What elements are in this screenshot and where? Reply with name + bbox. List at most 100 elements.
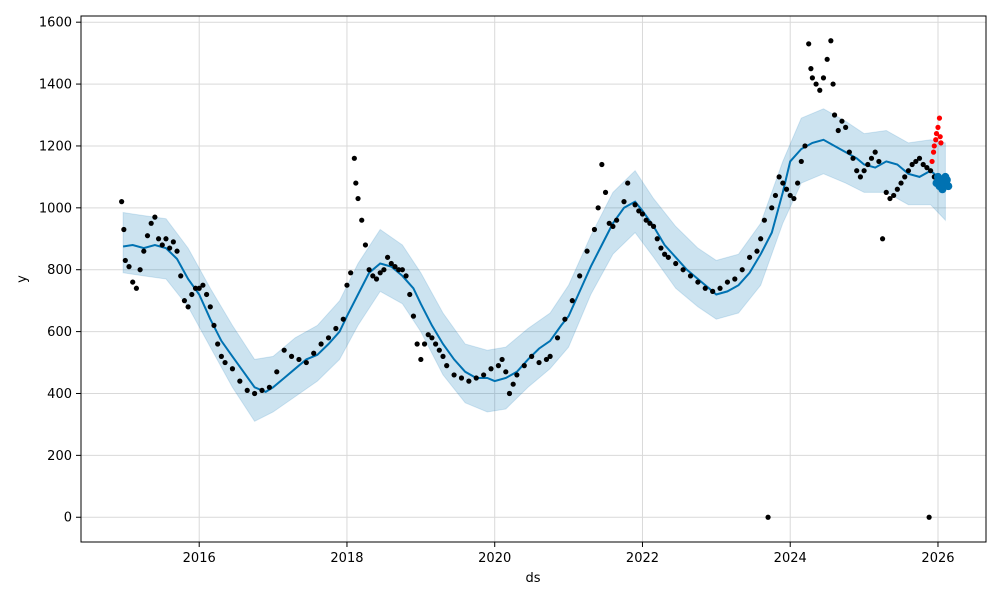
y-tick-label: 1000 (39, 201, 72, 216)
y-tick-label: 0 (64, 511, 72, 526)
highlight-point (930, 149, 937, 155)
data-point (370, 273, 376, 279)
data-point (418, 356, 424, 363)
data-point (724, 279, 731, 285)
data-point (451, 372, 457, 378)
data-point (266, 384, 272, 390)
data-point (916, 155, 923, 161)
data-point (898, 180, 904, 186)
data-point (506, 390, 513, 397)
data-point (843, 124, 849, 130)
data-point (758, 236, 764, 242)
data-point (650, 223, 657, 229)
data-point (237, 378, 243, 384)
data-point (392, 264, 398, 270)
data-point (854, 168, 860, 174)
x-tick-label: 2020 (478, 551, 511, 566)
data-point (887, 195, 893, 202)
data-point (303, 359, 309, 366)
data-point (647, 220, 653, 226)
data-point (791, 195, 797, 202)
data-point (178, 273, 184, 279)
highlight-point (933, 130, 940, 137)
data-point (732, 276, 738, 282)
data-point (274, 369, 280, 375)
data-point (325, 335, 332, 341)
data-point (894, 186, 900, 192)
data-point (218, 353, 224, 359)
data-point (514, 372, 520, 378)
data-point (388, 260, 394, 267)
data-point (809, 75, 815, 81)
x-tick-label: 2016 (183, 551, 216, 566)
data-point (595, 205, 601, 211)
data-point (636, 208, 642, 214)
data-point (152, 214, 158, 220)
forecast-tail-points (932, 172, 953, 194)
data-point (137, 267, 143, 273)
data-point (739, 267, 745, 273)
data-point (155, 236, 162, 242)
forecast-line (122, 138, 946, 394)
data-point (510, 381, 516, 387)
highlight-point (933, 137, 939, 143)
data-point (410, 313, 417, 319)
data-point (591, 226, 598, 233)
data-point (602, 189, 609, 195)
data-point (746, 254, 753, 260)
data-point (621, 199, 627, 205)
data-point (481, 372, 487, 378)
data-point (879, 236, 886, 242)
data-point (196, 285, 202, 291)
data-point (473, 375, 479, 381)
x-axis-label: ds (525, 571, 540, 586)
data-point (820, 75, 827, 81)
data-point (687, 273, 694, 279)
data-point (373, 276, 380, 282)
data-point (876, 158, 882, 165)
data-point (433, 341, 439, 347)
data-point (891, 192, 897, 199)
data-point (488, 366, 494, 372)
data-point (673, 260, 679, 267)
data-point (377, 270, 383, 276)
data-point (536, 359, 542, 366)
data-point (340, 316, 346, 322)
plot-frame (80, 15, 987, 543)
data-point (444, 363, 450, 369)
forecast-point (942, 175, 951, 184)
y-tick-label: 800 (47, 263, 72, 278)
data-point (839, 118, 845, 124)
data-point (259, 387, 265, 393)
data-point (381, 267, 387, 273)
highlight-point (931, 143, 937, 149)
data-point (458, 375, 465, 381)
data-point (569, 298, 575, 304)
data-point (850, 155, 856, 161)
data-point (141, 248, 147, 254)
data-point (348, 270, 354, 276)
data-point (857, 174, 864, 180)
data-point (831, 112, 838, 118)
data-point (414, 341, 420, 347)
data-point (868, 155, 875, 161)
data-point (281, 347, 287, 353)
data-point (189, 291, 195, 298)
data-point (610, 223, 616, 229)
data-point (927, 168, 934, 174)
data-point (780, 180, 786, 186)
data-point (772, 192, 779, 199)
data-point (562, 316, 568, 322)
data-point (710, 288, 716, 294)
data-point (913, 158, 919, 165)
data-point (554, 335, 561, 341)
x-tick-label: 2022 (626, 551, 659, 566)
highlight-point (936, 115, 943, 121)
data-point (170, 239, 176, 245)
data-point (783, 186, 790, 192)
data-point (761, 217, 767, 223)
data-point (865, 161, 871, 168)
data-point (787, 192, 793, 199)
data-point (252, 390, 258, 397)
